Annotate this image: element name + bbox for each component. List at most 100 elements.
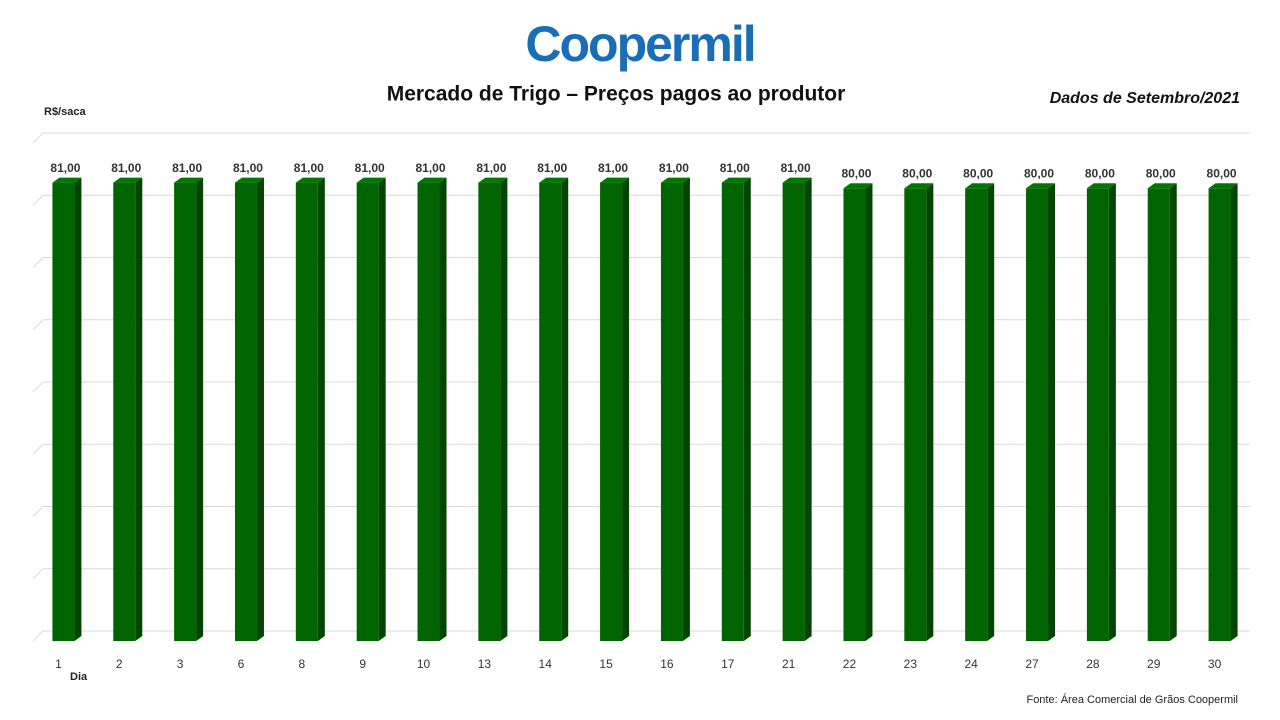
x-tick-label: 15	[599, 657, 613, 671]
bar	[1026, 188, 1049, 642]
value-label: 81,00	[355, 161, 385, 175]
value-label: 81,00	[537, 161, 567, 175]
y-axis-label: R$/saca	[44, 106, 86, 118]
bar-top	[52, 177, 82, 183]
x-tick-label: 9	[359, 657, 366, 671]
bar-side	[865, 183, 873, 642]
bar-side	[1048, 183, 1056, 642]
bar	[174, 182, 197, 641]
bar-side	[987, 183, 995, 642]
grid-depth	[32, 568, 44, 580]
bar	[1086, 188, 1109, 642]
value-label: 81,00	[720, 161, 750, 175]
bar-top	[660, 177, 690, 183]
bar	[1208, 188, 1231, 642]
x-tick-label: 22	[843, 657, 857, 671]
x-tick-label: 6	[238, 657, 245, 671]
bar-side	[135, 177, 143, 641]
value-label: 81,00	[111, 161, 141, 175]
bar-top	[904, 183, 934, 189]
x-tick-label: 1	[55, 657, 62, 671]
grid-depth	[32, 506, 44, 517]
x-tick-label: 3	[177, 657, 184, 671]
bar-top	[965, 183, 995, 189]
bar	[782, 182, 805, 641]
bar-top	[1086, 183, 1116, 189]
chart-title: Mercado de Trigo – Preços pagos ao produ…	[387, 83, 846, 106]
bar-top	[600, 177, 630, 183]
value-label: 80,00	[1085, 166, 1115, 180]
bar-side	[1108, 183, 1116, 642]
bar	[478, 182, 501, 641]
bar-top	[843, 183, 873, 189]
bar-top	[1147, 183, 1177, 189]
x-tick-label: 29	[1147, 657, 1161, 671]
value-label: 80,00	[963, 166, 993, 180]
grid-depth	[32, 319, 44, 331]
x-tick-label: 13	[478, 657, 492, 671]
value-label: 81,00	[172, 161, 202, 175]
x-tick-label: 17	[721, 657, 735, 671]
bar-top	[721, 177, 751, 183]
bar	[539, 182, 562, 641]
bar-side	[439, 177, 447, 641]
bar-top	[478, 177, 508, 183]
bar-top	[234, 177, 264, 183]
x-tick-label: 2	[116, 657, 123, 671]
bar-side	[682, 177, 690, 641]
value-label: 80,00	[902, 166, 932, 180]
x-tick-label: 14	[539, 657, 553, 671]
bar-side	[1230, 183, 1238, 642]
bar-top	[539, 177, 569, 183]
grid-depth	[32, 381, 44, 393]
bar-side	[256, 177, 264, 641]
bar-side	[317, 177, 325, 641]
x-tick-label: 30	[1208, 657, 1222, 671]
bar	[295, 182, 318, 641]
bar-side	[500, 177, 508, 641]
bar	[843, 188, 866, 642]
bar-top	[1208, 183, 1238, 189]
x-tick-label: 23	[904, 657, 918, 671]
bar	[721, 182, 744, 641]
bar-top	[356, 177, 386, 183]
value-label: 80,00	[1024, 166, 1054, 180]
value-label: 81,00	[50, 161, 80, 175]
x-tick-label: 28	[1086, 657, 1100, 671]
bar-side	[196, 177, 204, 641]
bar-top	[174, 177, 204, 183]
chart-subtitle: Dados de Setembro/2021	[1050, 90, 1240, 107]
bar-top	[1026, 183, 1056, 189]
x-tick-label: 24	[964, 657, 978, 671]
value-label: 81,00	[476, 161, 506, 175]
value-label: 81,00	[781, 161, 811, 175]
grid-depth	[32, 630, 44, 642]
bar	[965, 188, 988, 642]
bar-top	[295, 177, 325, 183]
brand-logo: Coopermil	[525, 16, 754, 72]
bar	[234, 182, 257, 641]
grid-depth	[32, 257, 44, 268]
bar	[1147, 188, 1170, 642]
x-tick-label: 21	[782, 657, 796, 671]
value-label: 81,00	[659, 161, 689, 175]
bar-top	[113, 177, 143, 183]
source-note: Fonte: Área Comercial de Grãos Coopermil	[1026, 693, 1238, 706]
bar	[600, 182, 623, 641]
x-tick-label: 27	[1025, 657, 1039, 671]
bar	[417, 182, 440, 641]
bar-side	[743, 177, 751, 641]
x-tick-label: 10	[417, 657, 431, 671]
bar-side	[926, 183, 934, 642]
x-axis-label: Dia	[70, 671, 88, 683]
x-tick-label: 16	[660, 657, 674, 671]
bar	[356, 182, 379, 641]
grid-depth	[32, 194, 44, 206]
bar	[904, 188, 927, 642]
bar	[660, 182, 683, 641]
value-label: 80,00	[1207, 166, 1237, 180]
value-label: 80,00	[1146, 166, 1176, 180]
value-label: 81,00	[294, 161, 324, 175]
bar-side	[804, 177, 812, 641]
